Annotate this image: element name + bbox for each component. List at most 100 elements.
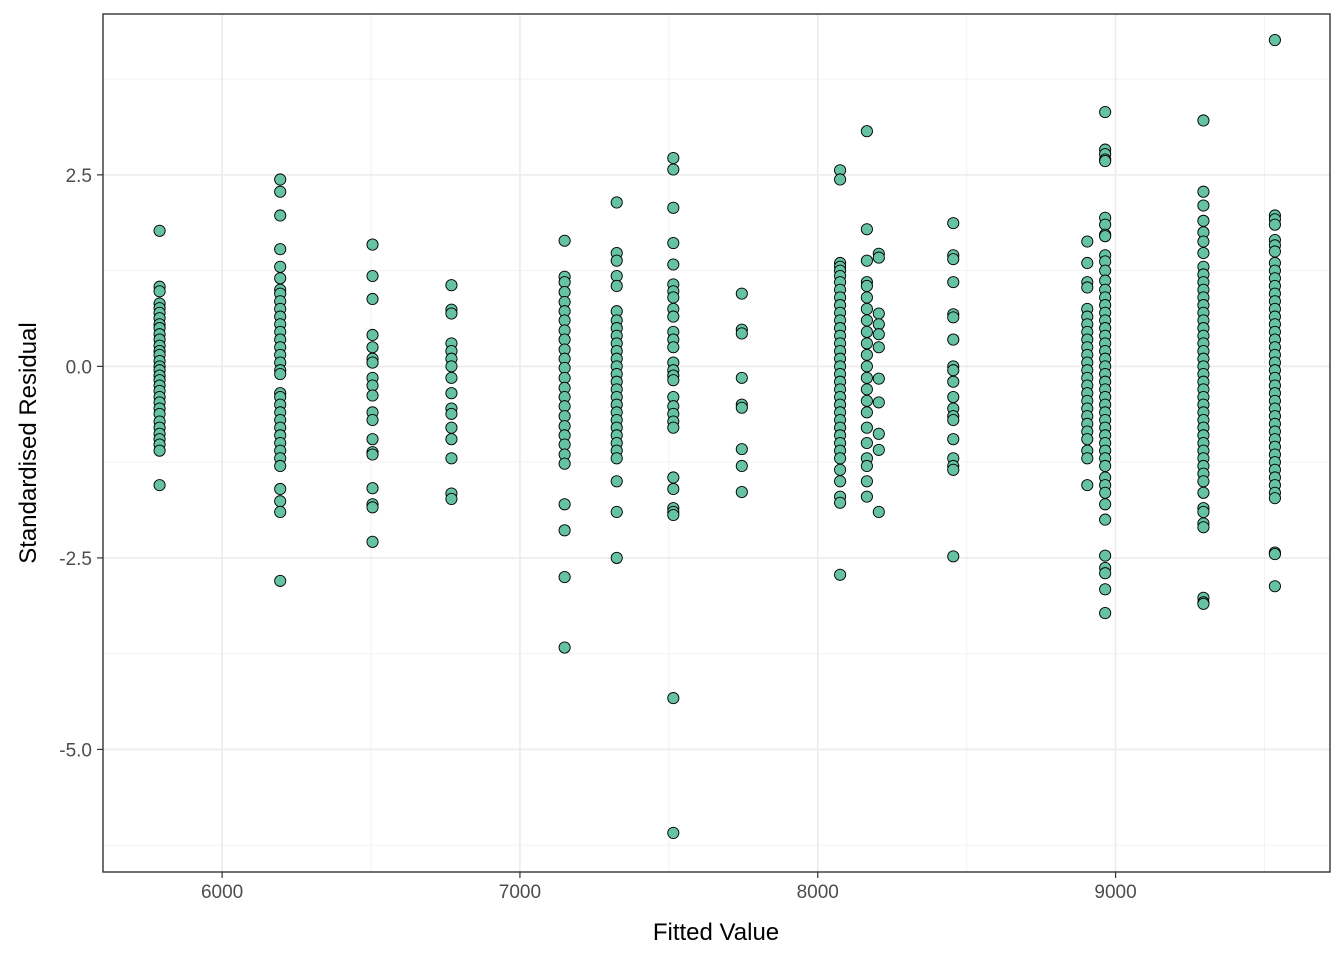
data-point xyxy=(1081,256,1094,270)
data-point xyxy=(1268,245,1281,258)
data-point xyxy=(947,276,960,289)
data-point xyxy=(860,459,873,473)
data-point xyxy=(274,243,287,256)
data-point xyxy=(1268,492,1281,505)
data-points xyxy=(153,33,1281,839)
data-point xyxy=(274,495,287,508)
data-point xyxy=(445,407,458,420)
data-point xyxy=(1099,106,1112,119)
data-point xyxy=(366,535,379,548)
data-point xyxy=(366,448,379,461)
data-point xyxy=(667,291,680,304)
x-axis-title: Fitted Value xyxy=(653,919,779,946)
data-point xyxy=(860,475,873,488)
major-gridlines xyxy=(103,14,1330,872)
data-point xyxy=(667,151,680,165)
data-point xyxy=(1197,505,1210,518)
data-point xyxy=(1197,521,1210,534)
data-point xyxy=(274,574,287,587)
data-point xyxy=(1197,214,1210,227)
data-point xyxy=(445,492,458,505)
data-point xyxy=(445,360,458,373)
data-point xyxy=(610,196,623,209)
data-point xyxy=(872,251,885,264)
data-point xyxy=(947,253,960,266)
data-point xyxy=(872,372,885,385)
data-point xyxy=(153,479,166,492)
data-point xyxy=(947,217,960,230)
data-point xyxy=(860,125,873,138)
data-point xyxy=(610,452,623,465)
data-point xyxy=(274,505,287,518)
x-tick-label: 9000 xyxy=(1094,882,1136,903)
data-point xyxy=(947,550,960,563)
data-point xyxy=(860,348,873,361)
data-point xyxy=(366,269,379,283)
data-point xyxy=(558,234,571,247)
data-point xyxy=(366,341,379,354)
data-point xyxy=(1081,479,1094,492)
data-point xyxy=(860,383,873,396)
data-point xyxy=(735,401,748,414)
data-point xyxy=(947,463,960,476)
y-tick-label: 0.0 xyxy=(66,357,92,378)
data-point xyxy=(872,341,885,354)
data-point xyxy=(860,394,873,407)
data-point xyxy=(1268,218,1281,231)
data-point xyxy=(834,173,847,186)
data-point xyxy=(445,452,458,465)
data-point xyxy=(860,406,873,419)
data-point xyxy=(1197,486,1210,499)
data-point xyxy=(1099,583,1112,596)
data-point xyxy=(834,452,847,465)
y-tick-label: -2.5 xyxy=(59,549,92,570)
data-point xyxy=(735,485,748,499)
data-point xyxy=(153,285,166,298)
data-point xyxy=(610,505,623,518)
data-point xyxy=(667,258,680,271)
data-point xyxy=(834,568,847,581)
data-point xyxy=(610,475,623,488)
data-point xyxy=(1197,246,1210,260)
data-point xyxy=(558,498,571,511)
data-point xyxy=(947,311,960,324)
data-point xyxy=(1197,114,1210,127)
data-point xyxy=(735,459,748,473)
data-point xyxy=(1099,567,1112,580)
data-point xyxy=(947,333,960,346)
data-point xyxy=(274,173,287,186)
data-point xyxy=(667,508,680,522)
data-point xyxy=(1197,235,1210,248)
data-point xyxy=(947,390,960,404)
data-point xyxy=(834,475,847,488)
y-axis-ticks: -5.0 -2.5 0.0 2.5 xyxy=(59,166,103,761)
data-point xyxy=(1268,580,1281,593)
data-point xyxy=(366,413,379,427)
data-point xyxy=(366,328,379,342)
data-point xyxy=(1099,230,1112,243)
data-point xyxy=(667,692,680,705)
data-point xyxy=(667,163,680,176)
data-point xyxy=(1197,199,1210,212)
data-point xyxy=(834,496,847,509)
data-point xyxy=(872,328,885,341)
data-point xyxy=(610,551,623,564)
data-point xyxy=(667,341,680,354)
data-point xyxy=(445,371,458,384)
data-point xyxy=(860,360,873,373)
data-point xyxy=(445,279,458,292)
data-point xyxy=(860,302,873,315)
data-point xyxy=(274,185,287,198)
data-point xyxy=(1099,549,1112,562)
data-point xyxy=(1081,235,1094,248)
plot-panel-background xyxy=(103,14,1330,872)
data-point xyxy=(1099,513,1112,526)
data-point xyxy=(947,364,960,377)
data-point xyxy=(667,471,680,484)
data-point xyxy=(1099,155,1112,168)
x-axis-ticks: 6000 7000 8000 9000 xyxy=(201,872,1137,903)
y-axis-title: Standardised Residual xyxy=(15,322,42,564)
data-point xyxy=(558,641,571,654)
data-point xyxy=(667,482,680,496)
